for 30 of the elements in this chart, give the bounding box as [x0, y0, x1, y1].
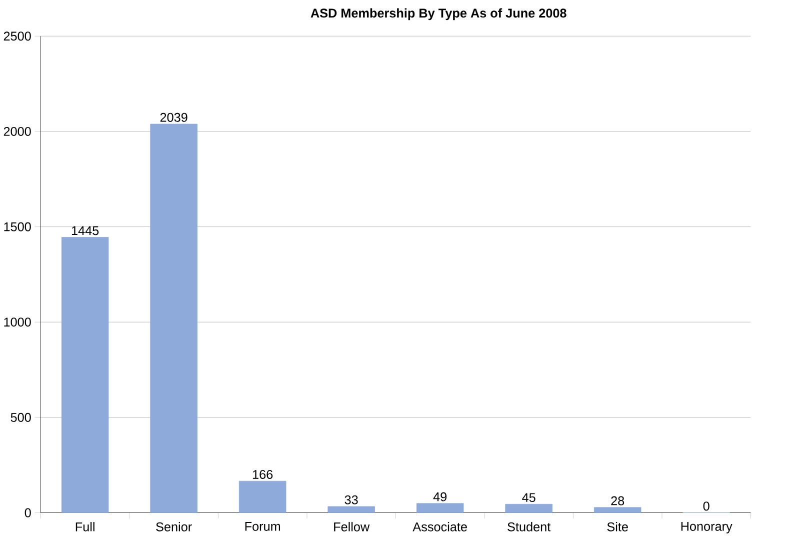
data-label: 166 [252, 470, 273, 480]
y-tick-label: 1000 [4, 318, 31, 327]
x-tick-label: Honorary [681, 522, 732, 534]
y-tick-label: 0 [24, 508, 31, 518]
bar [238, 480, 286, 513]
data-label: 28 [611, 496, 624, 506]
x-tick-label: Fellow [334, 522, 370, 532]
y-tick-label: 500 [10, 413, 31, 422]
x-tick-label: Senior [156, 522, 192, 532]
y-tick-label: 1500 [4, 222, 31, 232]
data-label: 2039 [160, 112, 188, 122]
x-tick-label: Full [76, 522, 94, 532]
bar [594, 507, 642, 513]
y-tick-label: 2500 [4, 32, 31, 41]
y-tick-label: 2000 [4, 127, 31, 136]
data-label: 45 [522, 493, 536, 502]
x-tick-label: Site [607, 522, 628, 532]
bar [61, 237, 109, 513]
x-tick-label: Associate [412, 522, 467, 532]
bar [505, 504, 552, 513]
data-label: 49 [433, 492, 447, 502]
x-tick-label: Forum [245, 522, 280, 531]
bar [328, 506, 375, 513]
bar [416, 503, 464, 513]
x-tick-label: Student [508, 522, 551, 532]
bar [150, 124, 198, 513]
data-label: 1445 [72, 226, 99, 236]
chart-title: ASD Membership By Type As of June 2008 [310, 8, 566, 20]
data-label: 0 [703, 502, 710, 511]
data-label: 33 [344, 495, 358, 504]
